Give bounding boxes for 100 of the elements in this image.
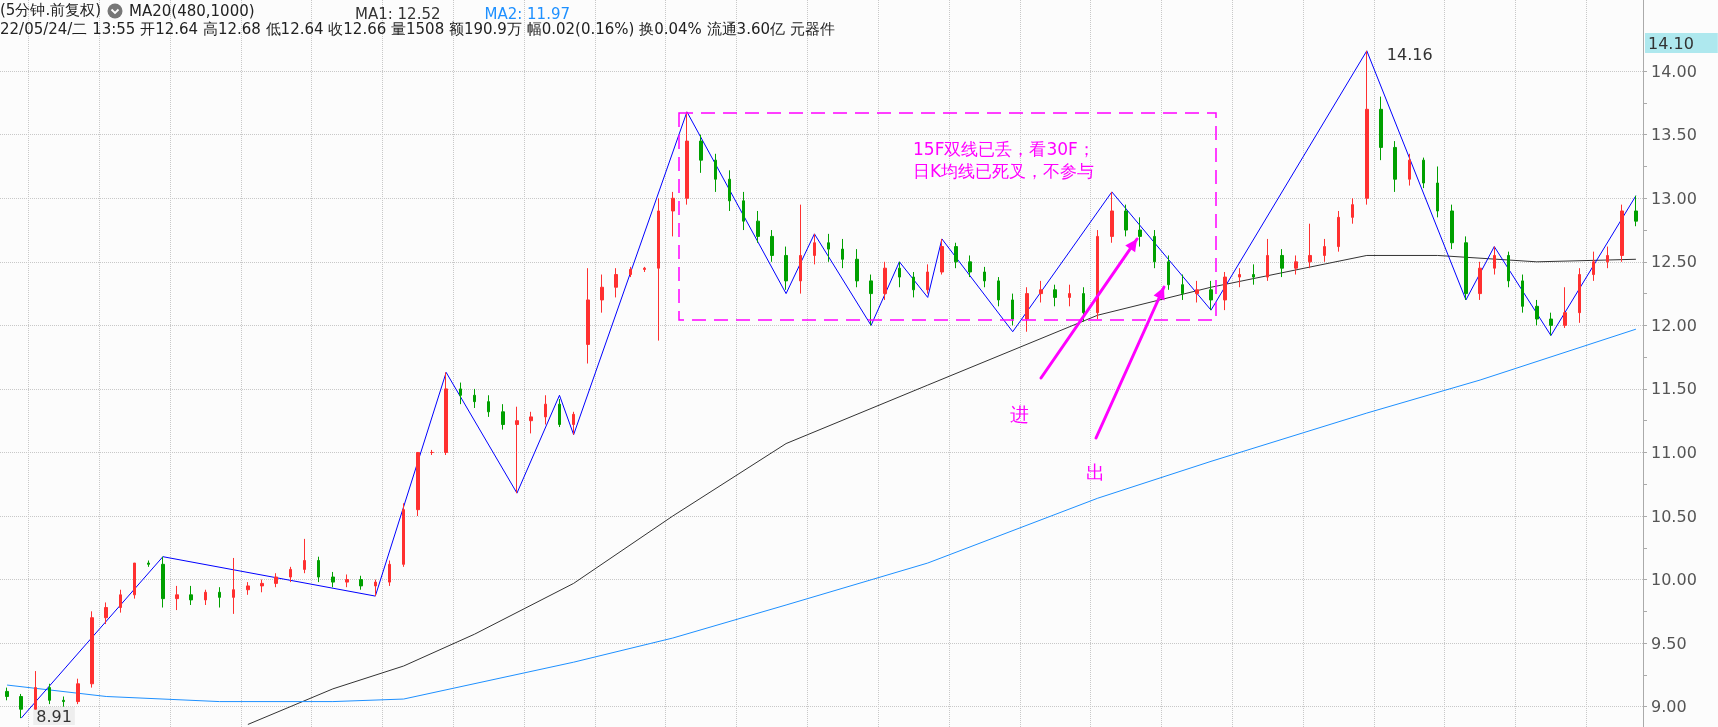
- candlestick: [246, 581, 250, 596]
- candlestick: [657, 197, 660, 342]
- candlestick: [1124, 204, 1128, 237]
- candlestick: [827, 233, 830, 263]
- candlestick: [968, 254, 972, 278]
- candlestick: [161, 556, 165, 609]
- candlestick: [728, 169, 731, 212]
- candlestick: [1223, 271, 1227, 311]
- candlestick: [671, 191, 675, 237]
- candlestick: [1082, 286, 1085, 323]
- candlestick: [1252, 263, 1255, 286]
- candlestick: [175, 585, 179, 611]
- annotation: MA20(480,1000): [129, 1, 255, 20]
- candlestick: [841, 238, 844, 269]
- line-series: [6, 328, 1637, 703]
- text: 14.10: [1648, 33, 1694, 53]
- candlestick: [558, 398, 561, 428]
- candlestick: [1450, 204, 1454, 250]
- candlestick: [1294, 254, 1298, 276]
- candlestick: [756, 210, 760, 244]
- annotation: 日K均线已死叉，不参与: [913, 160, 1095, 183]
- candlestick: [289, 566, 292, 583]
- candlestick: [1039, 280, 1043, 303]
- candlestick: [119, 589, 122, 614]
- candlestick: [5, 687, 9, 701]
- candlestick: [983, 266, 986, 288]
- candlestick: [1153, 229, 1156, 269]
- candlestick: [643, 266, 646, 273]
- candlestick: [1620, 204, 1624, 263]
- candlestick: [1096, 229, 1099, 320]
- y-tick-label: 13.50: [1651, 125, 1697, 145]
- candlestick: [1181, 274, 1184, 301]
- candlestick: [1592, 251, 1595, 282]
- candlestick: [232, 557, 235, 615]
- annotation: 8.91: [36, 706, 72, 726]
- y-tick-label: 9.50: [1651, 633, 1687, 653]
- y-tick-label: 14.00: [1651, 61, 1697, 81]
- candlestick: [1408, 153, 1411, 187]
- candlestick: [133, 562, 136, 600]
- candlestick: [487, 394, 490, 418]
- candlestick: [1266, 238, 1269, 282]
- candlestick: [954, 242, 958, 269]
- candlestick: [912, 271, 915, 298]
- candlestick: [1323, 238, 1326, 263]
- y-tick-label: 12.00: [1651, 315, 1697, 335]
- candlestick: [1507, 251, 1510, 288]
- candlestick: [147, 560, 150, 568]
- candlestick: [90, 610, 94, 689]
- candlestick: [1351, 197, 1354, 225]
- candlestick: [586, 267, 590, 364]
- candlestick: [317, 556, 320, 583]
- y-tick-label: 11.00: [1651, 442, 1697, 462]
- candlestick: [1563, 286, 1567, 329]
- candlestick: [926, 263, 929, 295]
- candlestick: [614, 267, 618, 298]
- text: 22/05/24/二 13:55 开12.64 高12.68 低12.64 收12.66 量1508 额190.9万 幅0.02(0.16%) 换0.04% 流通3.60亿 元器件: [0, 20, 835, 39]
- candlestick: [1110, 191, 1114, 244]
- candlestick: [62, 696, 65, 708]
- candlestick: [48, 683, 51, 705]
- candlestick: [416, 451, 420, 517]
- candlestick: [997, 276, 1000, 307]
- candlestick: [1578, 267, 1581, 324]
- candlestick: [883, 261, 887, 301]
- candlestick: [600, 274, 604, 314]
- candlestick: [898, 261, 901, 288]
- candlestick: [331, 571, 335, 588]
- candlestick: [260, 579, 264, 593]
- candlestick: [1379, 96, 1383, 161]
- candlestick: [274, 572, 278, 588]
- candlestick: [699, 134, 703, 174]
- candlestick: [1535, 299, 1539, 326]
- y-tick-label: 12.50: [1651, 252, 1697, 272]
- candlestick: [1280, 248, 1284, 278]
- chart-title: (5分钟.前复权): [0, 1, 102, 20]
- candlestick: [1549, 312, 1553, 337]
- y-tick-label: 10.00: [1651, 570, 1697, 590]
- candlestick: [1464, 235, 1468, 301]
- text: MA2: 11.97: [484, 4, 571, 23]
- candlestick: [402, 502, 405, 568]
- y-tick-label: 10.50: [1651, 506, 1697, 526]
- candlestick: [1209, 280, 1213, 311]
- candlestick: [1167, 254, 1170, 291]
- candlestick: [1606, 246, 1609, 269]
- candlestick: [1238, 267, 1241, 288]
- candlestick: [1025, 286, 1029, 333]
- candlestick: [1053, 284, 1057, 307]
- candlestick: [770, 229, 774, 263]
- y-tick-label: 11.50: [1651, 379, 1697, 399]
- candlestick: [1068, 284, 1071, 307]
- candlestick: [799, 204, 802, 295]
- candlestick: [76, 678, 80, 705]
- annotation: 15F双线已丢，看30F；: [913, 138, 1095, 161]
- candlestick: [1521, 274, 1524, 314]
- candlestick: [104, 601, 108, 625]
- candlestick: [544, 394, 547, 426]
- candlestick: [742, 191, 745, 231]
- candlestick: [1308, 223, 1312, 269]
- candlestick: [714, 153, 717, 193]
- candlestick: [1478, 261, 1482, 301]
- annotation: 14.16: [1386, 45, 1433, 65]
